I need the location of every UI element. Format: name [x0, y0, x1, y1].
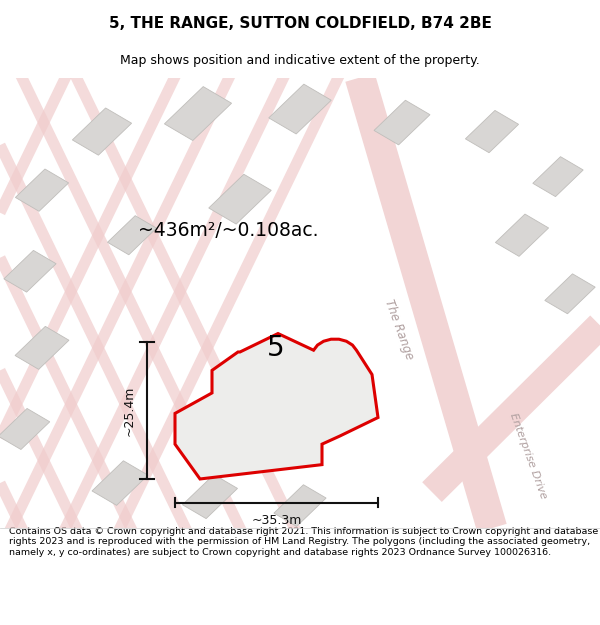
Polygon shape [73, 108, 131, 155]
Polygon shape [4, 251, 56, 292]
Text: 5: 5 [267, 334, 285, 362]
Text: Enterprise Drive: Enterprise Drive [508, 412, 548, 501]
Text: Map shows position and indicative extent of the property.: Map shows position and indicative extent… [120, 54, 480, 67]
Text: ~25.4m: ~25.4m [122, 385, 136, 436]
Polygon shape [466, 111, 518, 152]
Polygon shape [175, 334, 378, 479]
Polygon shape [545, 274, 595, 314]
Text: ~436m²/~0.108ac.: ~436m²/~0.108ac. [138, 221, 318, 240]
Polygon shape [92, 461, 148, 506]
Polygon shape [496, 214, 548, 256]
Text: The Range: The Range [382, 298, 416, 362]
Polygon shape [274, 485, 326, 526]
Polygon shape [15, 326, 69, 369]
Text: Contains OS data © Crown copyright and database right 2021. This information is : Contains OS data © Crown copyright and d… [9, 527, 598, 557]
Polygon shape [374, 100, 430, 145]
Polygon shape [248, 334, 304, 379]
Polygon shape [533, 157, 583, 197]
Polygon shape [107, 216, 157, 255]
Text: ~35.3m: ~35.3m [251, 514, 302, 527]
Polygon shape [0, 409, 50, 449]
Polygon shape [182, 474, 238, 519]
Polygon shape [209, 174, 271, 224]
Polygon shape [16, 169, 68, 211]
Text: 5, THE RANGE, SUTTON COLDFIELD, B74 2BE: 5, THE RANGE, SUTTON COLDFIELD, B74 2BE [109, 16, 491, 31]
Polygon shape [269, 84, 331, 134]
Polygon shape [164, 87, 232, 141]
